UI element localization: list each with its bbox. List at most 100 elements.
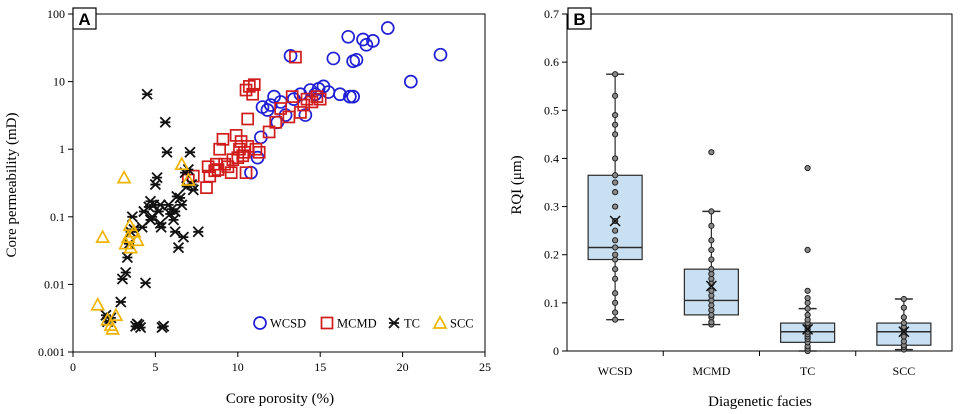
data-point (612, 227, 619, 234)
mean-marker (898, 326, 910, 338)
point-tc (134, 321, 147, 334)
y-tick-label: 0.5 (544, 103, 559, 117)
data-point (612, 71, 619, 78)
point-tc (151, 171, 163, 184)
point-tc (158, 320, 170, 332)
y-tick-label: 0.4 (544, 151, 559, 165)
data-point (612, 316, 619, 323)
y-tick-label: 0.3 (544, 200, 559, 214)
box-mcmd (683, 149, 739, 328)
x-tick-label: 0 (70, 360, 76, 374)
x-tick-label: 25 (479, 360, 491, 374)
box-scc (876, 295, 932, 353)
point-tc (154, 199, 166, 211)
data-point (612, 121, 619, 128)
panel-a-ylabel: Core permeability (mD) (4, 113, 20, 258)
legend-label-wcsd: WCSD (270, 317, 306, 331)
legend-label-tc: TC (404, 317, 420, 331)
data-point (612, 290, 619, 297)
data-point (612, 299, 619, 306)
point-mcmd (239, 166, 253, 179)
data-point (900, 304, 907, 311)
point-scc (95, 229, 111, 243)
point-tc (177, 231, 190, 243)
point-mcmd (310, 90, 324, 103)
data-point (612, 112, 619, 119)
y-tick-label: 0.01 (44, 277, 65, 291)
point-scc (90, 296, 106, 311)
point-mcmd (274, 102, 287, 115)
panel-b-ticks: 0 0.1 0.2 0.3 0.4 0.5 0.6 0.7 WCSD MCMD TC SCC (544, 7, 915, 378)
data-point (612, 275, 619, 282)
point-tc (116, 273, 129, 285)
legend-label-scc: SCC (450, 317, 474, 331)
data-point (708, 149, 715, 156)
panel-b-ylabel: RQI (μm) (509, 155, 525, 214)
point-mcmd (201, 160, 215, 174)
point-wcsd (326, 51, 341, 66)
x-tick-label: 15 (314, 360, 326, 374)
category-label: SCC (893, 364, 916, 378)
point-mcmd (224, 166, 238, 179)
point-scc (105, 321, 120, 335)
point-mcmd (208, 164, 222, 178)
panel-b-letter: B (573, 10, 585, 29)
box-wcsd (587, 71, 643, 323)
data-point (804, 311, 811, 318)
data-point (612, 251, 619, 258)
point-tc (172, 241, 185, 254)
panel-a-plot-frame (72, 13, 486, 353)
panel-b: 0 0.1 0.2 0.3 0.4 0.5 0.6 0.7 WCSD MCMD TC SCC B Di… (509, 7, 953, 410)
point-mcmd (269, 115, 283, 129)
panel-b-boxes (587, 71, 932, 355)
point-tc (144, 214, 157, 226)
panel-a-ticks: 0 5 10 15 20 25 0.001 0.01 0.1 1 10 100 (38, 7, 491, 374)
point-scc (118, 235, 134, 250)
point-wcsd (341, 29, 356, 44)
data-point (900, 314, 907, 321)
point-tc (161, 146, 173, 158)
data-point (804, 305, 811, 312)
point-wcsd (380, 21, 395, 35)
point-tc (167, 214, 180, 226)
series-scc (90, 156, 196, 335)
series-mcmd (182, 50, 327, 194)
mean-marker (705, 280, 717, 292)
point-tc (176, 199, 188, 211)
point-scc (174, 156, 190, 171)
category-label: TC (800, 364, 815, 378)
y-tick-label: 0.6 (544, 55, 559, 69)
panel-a-legend: WCSD MCMD TC SCC (253, 315, 474, 331)
panel-a-letter-box: A (72, 7, 97, 30)
point-mcmd (289, 50, 302, 64)
point-mcmd (313, 92, 327, 106)
point-scc (116, 169, 132, 184)
point-scc (108, 307, 124, 322)
point-tc (141, 88, 153, 100)
point-tc (115, 296, 127, 308)
point-tc (121, 251, 134, 264)
panel-a-letter: A (78, 10, 90, 29)
point-wcsd (366, 34, 380, 48)
y-tick-label: 0.001 (38, 345, 65, 359)
point-mcmd (213, 142, 227, 156)
point-mcmd (285, 90, 299, 103)
data-point (612, 266, 619, 273)
point-mcmd (247, 78, 261, 92)
point-tc (153, 205, 165, 218)
point-wcsd (346, 89, 361, 104)
x-tick-label: 5 (152, 360, 158, 374)
point-tc (192, 226, 204, 238)
point-mcmd (241, 112, 255, 126)
y-tick-label: 1 (59, 142, 65, 156)
point-scc (122, 217, 138, 232)
panel-a-points (90, 21, 448, 335)
data-point (612, 189, 619, 196)
panel-b-letter-box: B (567, 7, 592, 30)
point-tc (171, 190, 183, 203)
legend-marker-tc (388, 317, 400, 329)
data-point (612, 179, 619, 186)
point-tc (139, 277, 152, 289)
point-tc (159, 116, 171, 128)
